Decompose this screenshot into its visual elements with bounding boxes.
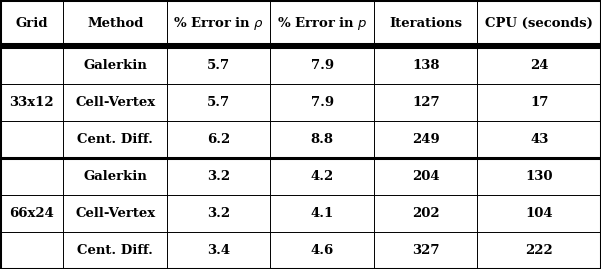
- Text: 7.9: 7.9: [311, 59, 334, 72]
- Text: 130: 130: [525, 170, 553, 183]
- Text: Cent. Diff.: Cent. Diff.: [78, 133, 153, 146]
- Text: 4.2: 4.2: [311, 170, 334, 183]
- Text: 327: 327: [412, 244, 439, 257]
- Text: 5.7: 5.7: [207, 96, 230, 109]
- Text: Cell-Vertex: Cell-Vertex: [75, 96, 155, 109]
- Text: % Error in $\rho$: % Error in $\rho$: [173, 15, 264, 32]
- Text: 5.7: 5.7: [207, 59, 230, 72]
- Text: Grid: Grid: [16, 17, 48, 30]
- Text: 66x24: 66x24: [9, 207, 54, 220]
- Text: 3.4: 3.4: [207, 244, 230, 257]
- Text: 3.2: 3.2: [207, 170, 230, 183]
- Text: 3.2: 3.2: [207, 207, 230, 220]
- Text: 202: 202: [412, 207, 439, 220]
- Text: 33x12: 33x12: [10, 96, 54, 109]
- Text: CPU (seconds): CPU (seconds): [485, 17, 593, 30]
- Text: 222: 222: [525, 244, 553, 257]
- Text: Method: Method: [87, 17, 144, 30]
- Text: Cent. Diff.: Cent. Diff.: [78, 244, 153, 257]
- Text: 7.9: 7.9: [311, 96, 334, 109]
- Text: 17: 17: [530, 96, 549, 109]
- Text: 8.8: 8.8: [311, 133, 334, 146]
- Text: 127: 127: [412, 96, 439, 109]
- Text: 138: 138: [412, 59, 439, 72]
- Text: 4.1: 4.1: [311, 207, 334, 220]
- Text: Galerkin: Galerkin: [84, 170, 147, 183]
- Text: Galerkin: Galerkin: [84, 59, 147, 72]
- Text: 4.6: 4.6: [311, 244, 334, 257]
- Text: 104: 104: [525, 207, 553, 220]
- Text: 6.2: 6.2: [207, 133, 230, 146]
- Text: 249: 249: [412, 133, 439, 146]
- Text: % Error in $p$: % Error in $p$: [277, 15, 368, 32]
- Text: 43: 43: [530, 133, 549, 146]
- Text: Iterations: Iterations: [389, 17, 462, 30]
- Text: Cell-Vertex: Cell-Vertex: [75, 207, 155, 220]
- Text: 204: 204: [412, 170, 439, 183]
- Text: 24: 24: [530, 59, 549, 72]
